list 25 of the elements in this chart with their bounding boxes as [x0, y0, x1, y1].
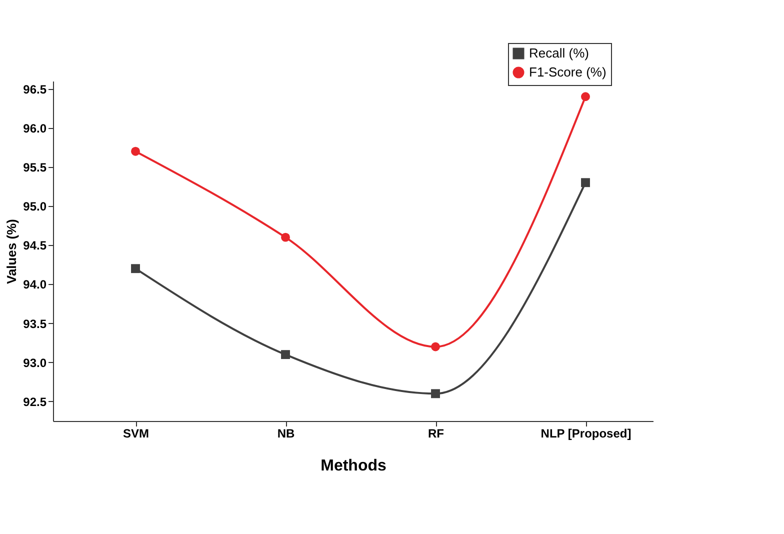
y-tick-label: 95.5 [23, 160, 47, 174]
y-tick-label: 94.0 [23, 278, 47, 292]
y-axis-title: Values (%) [4, 218, 20, 284]
y-tick-label: 95.0 [23, 200, 47, 214]
y-tick-label: 92.5 [23, 394, 47, 409]
point [431, 342, 440, 352]
legend-label: Recall (%) [529, 46, 589, 60]
y-tick-label: 93.0 [23, 356, 47, 370]
y-tick-label: 94.5 [23, 238, 47, 253]
legend-label: F1-Score (%) [529, 64, 606, 80]
point [581, 178, 590, 188]
x-axis-title: Methods [320, 458, 386, 474]
point [581, 92, 590, 102]
point [431, 389, 440, 398]
x-tick-label: NB [277, 426, 295, 440]
point [281, 232, 290, 242]
x-tick-label: SVM [122, 426, 150, 440]
y-tick-label: 96.5 [23, 82, 47, 96]
x-tick-label: RF [428, 426, 444, 440]
point [131, 264, 140, 274]
y-tick-label: 96.0 [23, 121, 47, 136]
point [131, 146, 140, 156]
x-tick-label: NLP [Proposed] [540, 426, 632, 440]
y-tick-label: 93.5 [23, 316, 47, 331]
point [281, 350, 290, 360]
